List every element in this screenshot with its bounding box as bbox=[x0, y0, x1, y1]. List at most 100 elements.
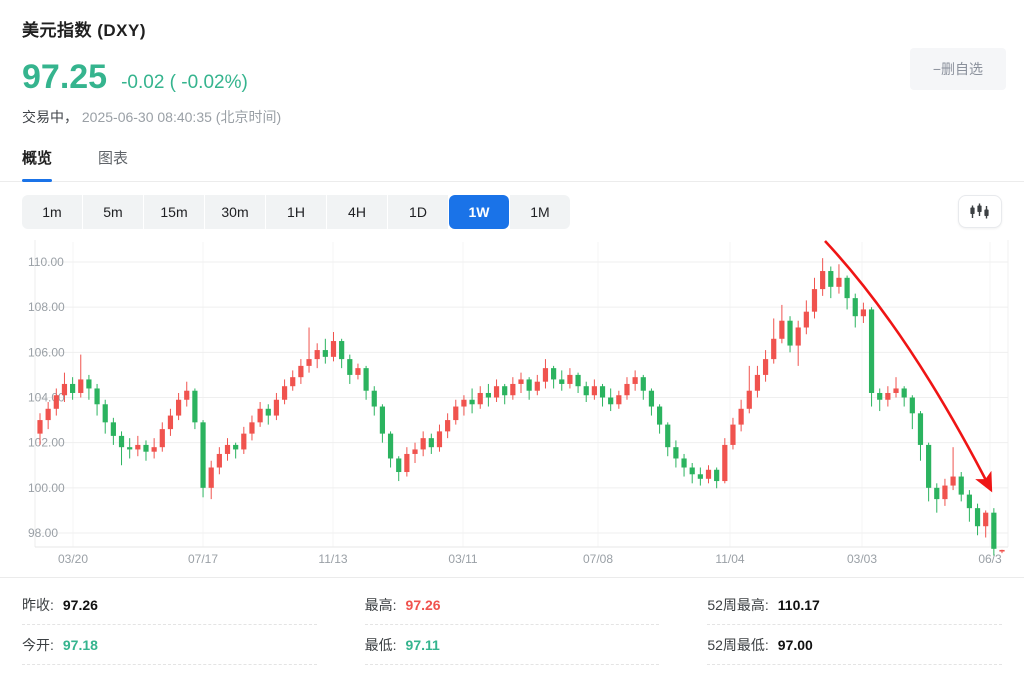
candle bbox=[53, 395, 59, 409]
candle bbox=[94, 388, 100, 405]
candle bbox=[363, 368, 369, 391]
candle bbox=[453, 406, 459, 421]
stat-label: 今开: bbox=[22, 637, 54, 653]
candle bbox=[559, 379, 565, 384]
candle bbox=[934, 487, 940, 500]
candle bbox=[233, 444, 239, 450]
timeframe-button-5m[interactable]: 5m bbox=[83, 195, 143, 229]
chart-style-button[interactable] bbox=[958, 195, 1002, 228]
candle bbox=[127, 447, 133, 450]
candle bbox=[379, 406, 386, 434]
x-axis-tick: 03/03 bbox=[847, 552, 877, 566]
candle bbox=[78, 379, 84, 393]
candle bbox=[591, 386, 597, 396]
trend-arrow-annotation bbox=[824, 240, 993, 493]
candle bbox=[917, 413, 924, 445]
candle bbox=[526, 379, 532, 391]
stat-item-5: 52周最低: 97.00 bbox=[707, 625, 1002, 665]
candle bbox=[665, 424, 671, 448]
timeframe-button-15m[interactable]: 15m bbox=[144, 195, 204, 229]
tab-chart[interactable]: 图表 bbox=[98, 150, 129, 167]
candle bbox=[820, 271, 826, 290]
candle bbox=[86, 379, 92, 389]
candle bbox=[811, 289, 818, 312]
candle bbox=[290, 377, 296, 387]
x-axis-tick: 11/04 bbox=[715, 552, 744, 566]
candle bbox=[420, 438, 426, 450]
candle bbox=[61, 383, 68, 396]
candle bbox=[347, 359, 353, 375]
candle bbox=[787, 320, 793, 346]
candle bbox=[314, 350, 320, 360]
candle bbox=[387, 433, 394, 459]
candle bbox=[738, 408, 744, 425]
candle bbox=[656, 406, 663, 425]
stat-value: 97.00 bbox=[777, 637, 813, 653]
candle bbox=[159, 429, 165, 448]
delete-watchlist-button[interactable]: −删自选 bbox=[909, 48, 1006, 90]
candle bbox=[999, 549, 1005, 552]
candle bbox=[485, 392, 491, 398]
candle bbox=[624, 383, 630, 396]
header: 美元指数 (DXY) −删自选 97.25 -0.02 ( -0.02%) 交易… bbox=[0, 0, 1024, 127]
timeframe-button-1m[interactable]: 1m bbox=[22, 195, 82, 229]
candle bbox=[974, 508, 981, 527]
timeframe-button-4H[interactable]: 4H bbox=[327, 195, 387, 229]
x-axis-tick: 07/17 bbox=[188, 552, 218, 566]
candle bbox=[306, 359, 312, 366]
candle bbox=[298, 365, 304, 378]
y-axis-tick: 108.00 bbox=[28, 300, 65, 314]
candle bbox=[926, 444, 932, 488]
candle bbox=[469, 399, 475, 405]
candle bbox=[542, 368, 549, 382]
stat-item-4: 最低: 97.11 bbox=[364, 625, 660, 665]
candle bbox=[167, 415, 174, 430]
candlestick-chart-area[interactable]: 110.00 108.00 106.00 104.00 102.00 100.00 98.0… bbox=[0, 240, 1024, 578]
candle bbox=[192, 390, 198, 423]
candle bbox=[200, 422, 206, 488]
candle bbox=[877, 392, 883, 400]
candle bbox=[371, 390, 377, 407]
candle bbox=[893, 388, 899, 393]
candle bbox=[681, 458, 687, 468]
candle bbox=[583, 386, 589, 396]
stat-value: 97.26 bbox=[405, 597, 441, 613]
candle bbox=[257, 408, 263, 423]
timeframe-button-1H[interactable]: 1H bbox=[266, 195, 326, 229]
stat-label: 52周最高: bbox=[707, 597, 769, 613]
timeframe-button-30m[interactable]: 30m bbox=[205, 195, 265, 229]
candlestick-chart[interactable]: 110.00 108.00 106.00 104.00 102.00 100.00 98.0… bbox=[0, 240, 1024, 578]
tab-overview[interactable]: 概览 bbox=[22, 147, 53, 182]
candle bbox=[396, 458, 402, 473]
candle bbox=[118, 435, 125, 448]
candle bbox=[143, 444, 149, 452]
candle bbox=[771, 338, 777, 360]
candle bbox=[714, 469, 720, 482]
candle bbox=[779, 320, 785, 339]
timeframe-button-1M[interactable]: 1M bbox=[510, 195, 570, 229]
price-change: -0.02 ( -0.02%) bbox=[121, 72, 248, 93]
stat-item-1: 最高: 97.26 bbox=[364, 585, 660, 625]
candle bbox=[110, 422, 116, 436]
candle bbox=[632, 377, 638, 384]
y-axis-tick: 98.00 bbox=[28, 526, 58, 540]
candle bbox=[705, 469, 712, 479]
candle bbox=[640, 377, 646, 391]
candle bbox=[551, 368, 557, 380]
timeframe-button-1D[interactable]: 1D bbox=[388, 195, 448, 229]
stat-value: 97.26 bbox=[62, 597, 98, 613]
candle bbox=[502, 386, 508, 396]
x-axis-tick: 03/11 bbox=[448, 552, 477, 566]
candle bbox=[575, 374, 581, 387]
candle bbox=[184, 390, 190, 400]
candle bbox=[534, 381, 540, 391]
candle bbox=[428, 438, 434, 448]
stats-grid: 昨收: 97.26 最高: 97.26 52周最高: 110.17 今开: 97.18 最低: 9… bbox=[0, 585, 1024, 665]
y-axis-tick: 104.00 bbox=[28, 390, 65, 404]
page-title: 美元指数 (DXY) bbox=[22, 21, 146, 40]
candle bbox=[909, 397, 915, 414]
candle bbox=[754, 374, 761, 391]
last-price: 97.25 bbox=[22, 58, 108, 96]
timeframe-button-1W[interactable]: 1W bbox=[449, 195, 509, 229]
candle bbox=[991, 512, 997, 549]
